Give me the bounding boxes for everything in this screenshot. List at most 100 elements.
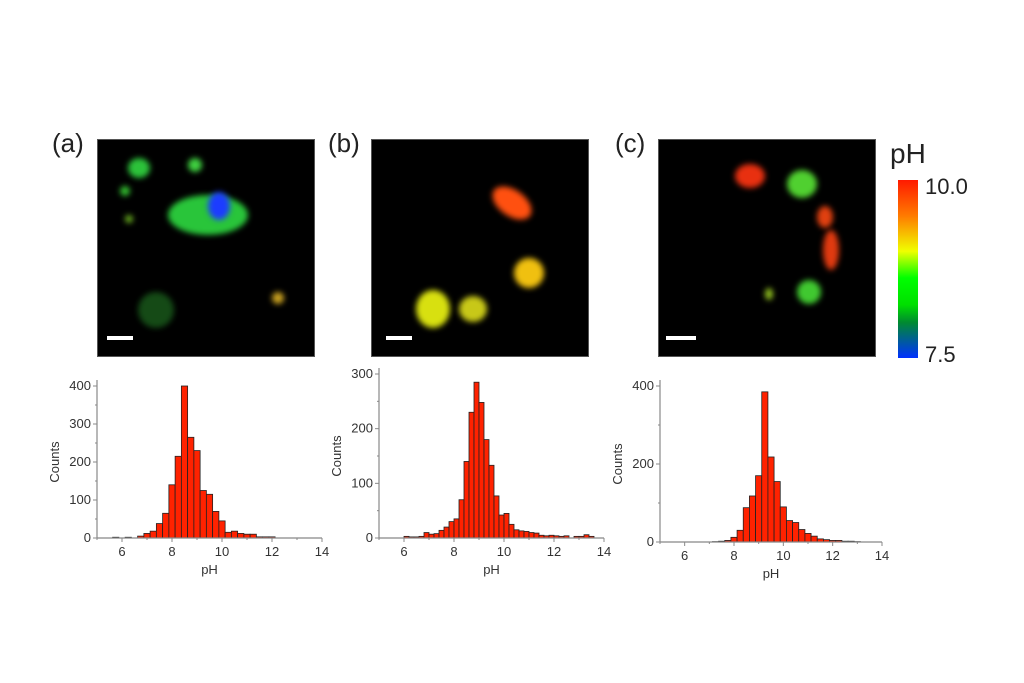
- histogram-bar: [508, 523, 515, 539]
- histogram-bar: [804, 533, 812, 543]
- histogram-bar: [453, 518, 460, 539]
- histogram-bar: [493, 495, 500, 539]
- histogram-bar: [767, 456, 775, 543]
- histogram-bar: [498, 514, 505, 539]
- scale-bar: [386, 336, 412, 340]
- svg-text:8: 8: [168, 544, 175, 559]
- histogram-bar: [438, 529, 445, 539]
- histogram-bar: [749, 495, 756, 543]
- histogram-bar: [792, 522, 800, 543]
- histogram-b: 6 8 10 12 14 0 100 200 300 pH Counts: [329, 366, 611, 577]
- histogram-bar: [513, 529, 520, 539]
- histogram-bar: [224, 531, 232, 539]
- svg-text:8: 8: [730, 548, 737, 563]
- histogram-bar: [143, 533, 151, 539]
- histogram-bar: [503, 512, 510, 539]
- histogram-bar: [786, 520, 793, 543]
- histogram-bar: [448, 521, 455, 539]
- svg-text:10: 10: [776, 548, 790, 563]
- histogram-bar: [423, 532, 430, 539]
- svg-text:0: 0: [647, 534, 654, 549]
- svg-text:12: 12: [265, 544, 279, 559]
- svg-text:8: 8: [450, 544, 457, 559]
- histogram-bar: [168, 484, 176, 539]
- svg-text:12: 12: [547, 544, 561, 559]
- histogram-bar: [155, 523, 164, 539]
- svg-text:200: 200: [351, 421, 373, 436]
- histogram-bar: [523, 531, 530, 539]
- svg-text:Counts: Counts: [329, 435, 344, 477]
- histogram-bar: [528, 532, 535, 539]
- histogram-bar: [483, 439, 490, 539]
- histogram-bar: [473, 381, 480, 539]
- svg-text:300: 300: [351, 366, 373, 381]
- histogram-a: 6 8 10 12 14 0 100 200 300 400 pH Counts: [47, 378, 329, 577]
- svg-text:14: 14: [875, 548, 889, 563]
- histogram-bar: [458, 499, 465, 539]
- histogram-bar: [518, 530, 525, 539]
- microscopy-image-b: [371, 139, 589, 357]
- histogram-bar: [187, 436, 195, 539]
- svg-text:12: 12: [825, 548, 839, 563]
- panel-label-b: (b): [328, 128, 360, 158]
- svg-text:6: 6: [118, 544, 125, 559]
- histogram-bar: [755, 475, 763, 543]
- svg-text:10: 10: [497, 544, 511, 559]
- svg-text:pH: pH: [483, 562, 500, 577]
- histogram-bar: [199, 490, 207, 539]
- histogram-bar: [193, 450, 201, 539]
- svg-text:Counts: Counts: [47, 441, 62, 483]
- svg-text:14: 14: [315, 544, 329, 559]
- histogram-bar: [180, 385, 189, 539]
- histogram-bar: [212, 510, 220, 539]
- colorbar-max-label: 10.0: [925, 174, 968, 199]
- histogram-c: 6 8 10 12 14 0 200 400 pH Counts: [610, 378, 889, 581]
- histogram-bar: [218, 520, 226, 539]
- svg-text:0: 0: [84, 530, 91, 545]
- svg-text:400: 400: [69, 378, 91, 393]
- histogram-bar: [736, 529, 744, 543]
- histogram-bar: [443, 526, 450, 539]
- svg-text:14: 14: [597, 544, 611, 559]
- histogram-bar: [237, 533, 245, 539]
- histogram-bar: [478, 402, 485, 539]
- svg-text:300: 300: [69, 416, 91, 431]
- svg-text:100: 100: [69, 492, 91, 507]
- svg-text:6: 6: [400, 544, 407, 559]
- panel-label-a: (a): [52, 128, 84, 158]
- microscopy-image-c: [658, 139, 876, 357]
- histogram-bar: [798, 529, 806, 543]
- svg-text:Counts: Counts: [610, 443, 625, 485]
- histogram-bar: [433, 533, 440, 539]
- panel-label-c: (c): [615, 128, 646, 158]
- svg-text:pH: pH: [763, 566, 780, 581]
- svg-text:pH: pH: [201, 562, 218, 577]
- colorbar-min-label: 7.5: [925, 342, 956, 367]
- histogram-bar: [174, 455, 182, 539]
- svg-text:100: 100: [351, 475, 373, 490]
- histogram-bar: [761, 391, 769, 543]
- scale-bar: [666, 336, 696, 340]
- histogram-bar: [779, 506, 787, 543]
- svg-text:200: 200: [632, 456, 654, 471]
- histogram-bar: [149, 530, 157, 539]
- histogram-bar: [773, 481, 781, 543]
- histogram-bar: [162, 512, 170, 539]
- svg-text:6: 6: [681, 548, 688, 563]
- histogram-bar: [463, 461, 470, 539]
- svg-text:0: 0: [366, 530, 373, 545]
- colorbar-title: pH: [890, 138, 926, 169]
- histogram-bar: [230, 530, 239, 539]
- microscopy-image-a: [97, 139, 315, 357]
- histogram-bar: [488, 464, 495, 539]
- svg-text:10: 10: [215, 544, 229, 559]
- svg-text:200: 200: [69, 454, 91, 469]
- histogram-bar: [810, 535, 818, 543]
- histogram-bar: [468, 411, 475, 539]
- svg-text:400: 400: [632, 378, 654, 393]
- scale-bar: [107, 336, 133, 340]
- histogram-bar: [742, 507, 750, 543]
- colorbar: [898, 180, 918, 358]
- histogram-bar: [533, 532, 540, 539]
- histogram-bar: [730, 536, 738, 543]
